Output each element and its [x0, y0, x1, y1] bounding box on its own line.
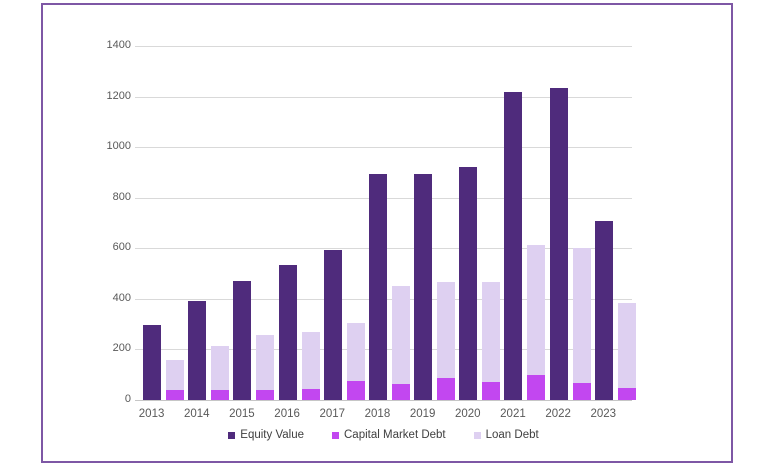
x-axis-year-label: 2016 — [274, 408, 300, 420]
bar-group-2019 — [406, 46, 456, 400]
equity-value-bar-2021 — [504, 91, 523, 400]
gridline — [135, 147, 632, 149]
x-axis-year-labels: 2013 2014 2015 2016 2017 2018 2019 2020 2021 2022… — [129, 408, 626, 420]
debt-stack-2015 — [256, 334, 275, 400]
bar-group-2021 — [496, 46, 546, 400]
loan-debt-segment-2016 — [301, 332, 320, 389]
bar-group-2022 — [542, 46, 591, 400]
capital-market-debt-segment-2021 — [527, 374, 546, 400]
debt-stack-2022 — [572, 248, 591, 400]
y-axis-tick-label: 600 — [112, 241, 131, 254]
bar-group-2023 — [587, 46, 636, 400]
x-axis-year-label: 2022 — [545, 408, 571, 420]
debt-stack-2016 — [301, 332, 320, 400]
x-axis-year-label: 2015 — [229, 408, 255, 420]
equity-value-bar-2016 — [278, 265, 297, 400]
bar-group-2013 — [135, 46, 184, 400]
loan-debt-segment-2015 — [256, 334, 275, 390]
x-axis-year-label: 2017 — [319, 408, 346, 420]
y-axis-tick-label: 0 — [124, 393, 131, 405]
debt-stack-2013 — [166, 359, 184, 400]
equity-value-bar-2017 — [323, 249, 342, 400]
bar-group-2016 — [271, 46, 320, 400]
y-axis-tick-label: 1400 — [106, 39, 131, 51]
y-axis-tick-label: 200 — [112, 342, 131, 355]
capital-market-debt-segment-2018 — [391, 384, 410, 400]
equity-value-bar-2018 — [368, 174, 387, 400]
debt-stack-2014 — [211, 345, 230, 400]
x-axis-year-label: 2021 — [500, 408, 526, 420]
legend-label: Equity Value — [240, 429, 304, 441]
loan-debt-segment-2014 — [211, 345, 230, 391]
capital-market-debt-segment-2020 — [482, 382, 501, 400]
capital-market-debt-segment-2017 — [346, 381, 365, 400]
gridline — [135, 46, 632, 47]
debt-stack-2021 — [527, 244, 546, 400]
capital-market-debt-segment-2016 — [301, 388, 320, 400]
legend-item-capital-market-debt: Capital Market Debt — [332, 429, 446, 441]
loan-debt-segment-2017 — [346, 322, 365, 381]
plot-area — [135, 46, 636, 401]
x-axis-year-label: 2013 — [138, 408, 165, 420]
bar-group-2015 — [225, 46, 275, 400]
bar-group-2014 — [180, 46, 230, 400]
chart-frame: 1400 1200 1000 800 600 400 200 0 2013 2014 2015 20… — [41, 3, 733, 463]
debt-stack-2018 — [391, 285, 410, 400]
bar-group-2017 — [316, 46, 365, 400]
equity-value-bar-2013 — [143, 325, 161, 400]
debt-stack-2023 — [617, 302, 636, 400]
legend-swatch-icon — [228, 431, 236, 439]
x-axis-year-label: 2019 — [409, 408, 436, 420]
y-axis-tick-label: 1200 — [106, 89, 131, 102]
loan-debt-segment-2013 — [166, 359, 184, 390]
legend-swatch-icon — [332, 431, 339, 439]
equity-value-bar-2019 — [414, 173, 433, 400]
equity-value-bar-2022 — [549, 87, 568, 400]
debt-stack-2020 — [482, 282, 501, 400]
legend-item-equity-value: Equity Value — [228, 429, 304, 441]
loan-debt-segment-2019 — [437, 282, 456, 378]
loan-debt-segment-2022 — [572, 248, 591, 383]
loan-debt-segment-2021 — [527, 244, 546, 375]
loan-debt-segment-2023 — [617, 302, 636, 389]
capital-market-debt-segment-2023 — [617, 388, 636, 400]
capital-market-debt-segment-2015 — [256, 389, 275, 400]
debt-stack-2017 — [346, 322, 365, 400]
loan-debt-segment-2020 — [482, 282, 501, 383]
equity-value-bar-2014 — [188, 300, 207, 400]
legend-item-loan-debt: Loan Debt — [473, 429, 539, 441]
debt-stack-2019 — [437, 282, 456, 400]
capital-market-debt-segment-2019 — [437, 377, 456, 400]
legend-swatch-icon — [473, 431, 481, 439]
bar-group-2018 — [361, 46, 410, 400]
legend-label: Capital Market Debt — [344, 429, 446, 441]
equity-value-bar-2015 — [233, 281, 252, 400]
y-axis-tick-label: 800 — [112, 190, 131, 203]
y-axis-tick-label: 400 — [112, 291, 131, 304]
equity-value-bar-2020 — [459, 166, 478, 400]
x-axis-year-label: 2014 — [183, 408, 210, 420]
gridline — [135, 96, 632, 98]
equity-value-bar-2023 — [594, 221, 613, 400]
capital-market-debt-segment-2022 — [572, 382, 591, 400]
capital-market-debt-segment-2013 — [166, 389, 184, 400]
y-axis-tick-label: 1000 — [106, 140, 131, 153]
loan-debt-segment-2018 — [391, 285, 410, 385]
x-axis-year-label: 2023 — [590, 408, 617, 420]
x-axis-year-label: 2018 — [364, 408, 391, 420]
x-axis-year-label: 2020 — [454, 408, 481, 420]
chart-legend: Equity Value Capital Market Debt Loan Debt — [135, 429, 632, 441]
capital-market-debt-segment-2014 — [211, 390, 230, 400]
bar-group-2020 — [451, 46, 501, 400]
legend-label: Loan Debt — [485, 429, 539, 441]
